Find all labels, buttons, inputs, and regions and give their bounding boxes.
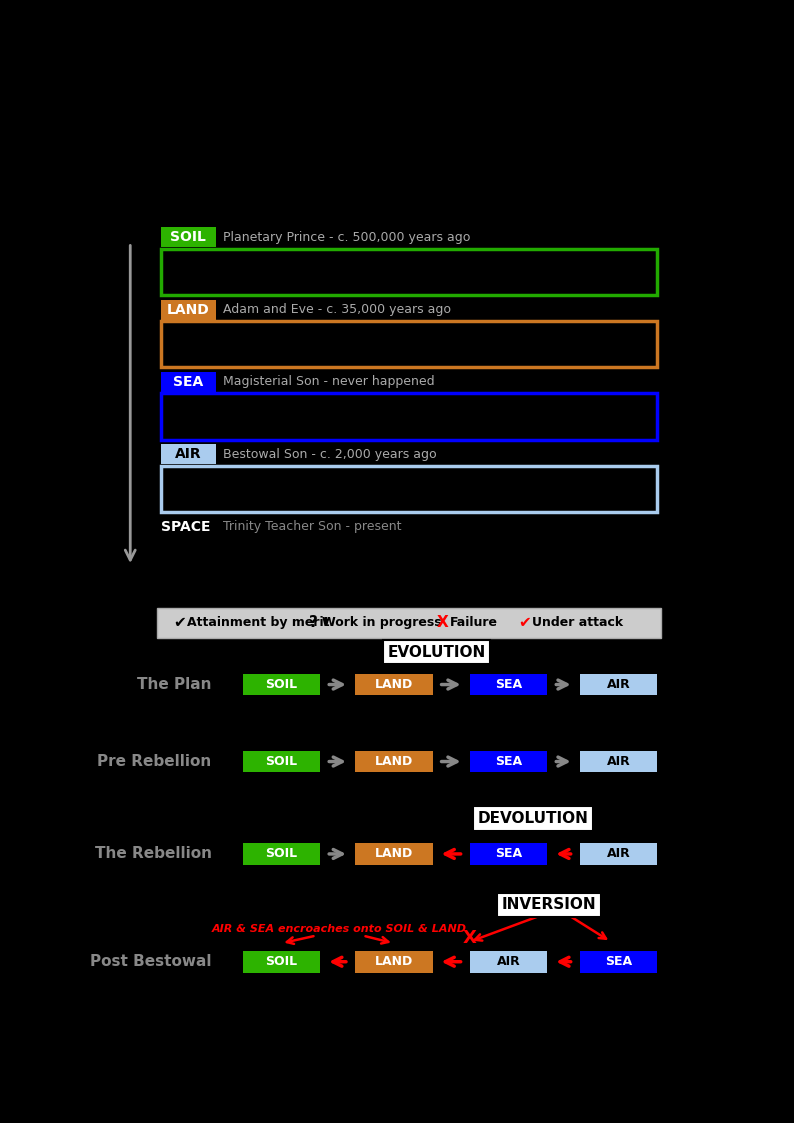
Bar [161, 466, 657, 512]
Text: SEA: SEA [495, 678, 522, 691]
Bar [243, 674, 320, 695]
Bar [243, 951, 320, 973]
Text: SEA: SEA [173, 375, 203, 389]
Text: SOIL: SOIL [265, 848, 298, 860]
Text: Adam and Eve - c. 35,000 years ago: Adam and Eve - c. 35,000 years ago [223, 303, 451, 316]
Bar [470, 674, 547, 695]
Bar [580, 751, 657, 773]
Bar [355, 751, 433, 773]
Text: AIR & SEA encroaches onto SOIL & LAND: AIR & SEA encroaches onto SOIL & LAND [212, 924, 467, 934]
Text: Failure: Failure [450, 617, 499, 629]
Text: LAND: LAND [375, 755, 413, 768]
Text: LAND: LAND [167, 302, 210, 317]
Bar [355, 951, 433, 973]
Text: AIR: AIR [607, 755, 630, 768]
Text: LAND: LAND [375, 848, 413, 860]
Text: SOIL: SOIL [265, 678, 298, 691]
Bar [355, 843, 433, 865]
Text: SEA: SEA [495, 755, 522, 768]
Text: The Rebellion: The Rebellion [94, 847, 212, 861]
Text: Post Bestowal: Post Bestowal [91, 955, 212, 969]
Text: AIR: AIR [607, 848, 630, 860]
Text: X: X [437, 615, 448, 630]
Text: Pre Rebellion: Pre Rebellion [98, 754, 212, 769]
Text: AIR: AIR [175, 447, 202, 462]
Bar [470, 751, 547, 773]
Text: AIR: AIR [607, 678, 630, 691]
Bar [470, 951, 547, 973]
Text: ✔: ✔ [173, 615, 186, 630]
Text: Magisterial Son - never happened: Magisterial Son - never happened [223, 375, 435, 389]
Text: LAND: LAND [375, 678, 413, 691]
Bar [161, 248, 657, 295]
Text: Bestowal Son - c. 2,000 years ago: Bestowal Son - c. 2,000 years ago [223, 448, 437, 460]
Text: DEVOLUTION: DEVOLUTION [478, 811, 588, 827]
Bar [580, 951, 657, 973]
Text: X: X [463, 929, 476, 947]
Bar [355, 674, 433, 695]
Text: Planetary Prince - c. 500,000 years ago: Planetary Prince - c. 500,000 years ago [223, 230, 471, 244]
Text: ✔: ✔ [518, 615, 530, 630]
Bar [161, 300, 215, 320]
Text: The Plan: The Plan [137, 677, 212, 692]
Text: SEA: SEA [605, 956, 632, 968]
Text: SOIL: SOIL [265, 956, 298, 968]
Text: SOIL: SOIL [171, 230, 206, 244]
Bar [161, 321, 657, 367]
Text: Work in progress: Work in progress [322, 617, 442, 629]
Text: SPACE: SPACE [161, 520, 210, 533]
Text: AIR: AIR [496, 956, 520, 968]
Text: SOIL: SOIL [265, 755, 298, 768]
Text: INVERSION: INVERSION [502, 897, 596, 912]
Text: ?: ? [309, 615, 318, 630]
Bar [243, 843, 320, 865]
Bar [161, 227, 215, 247]
Text: SEA: SEA [495, 848, 522, 860]
Bar [580, 843, 657, 865]
Bar [470, 843, 547, 865]
Text: Attainment by merit: Attainment by merit [187, 617, 330, 629]
Text: Under attack: Under attack [532, 617, 622, 629]
Text: Trinity Teacher Son - present: Trinity Teacher Son - present [223, 520, 402, 533]
Text: EVOLUTION: EVOLUTION [387, 645, 485, 659]
Bar [161, 393, 657, 440]
Bar [161, 445, 215, 464]
Text: LAND: LAND [375, 956, 413, 968]
Bar [243, 751, 320, 773]
Bar [157, 609, 661, 638]
Bar [580, 674, 657, 695]
Bar [161, 372, 215, 392]
